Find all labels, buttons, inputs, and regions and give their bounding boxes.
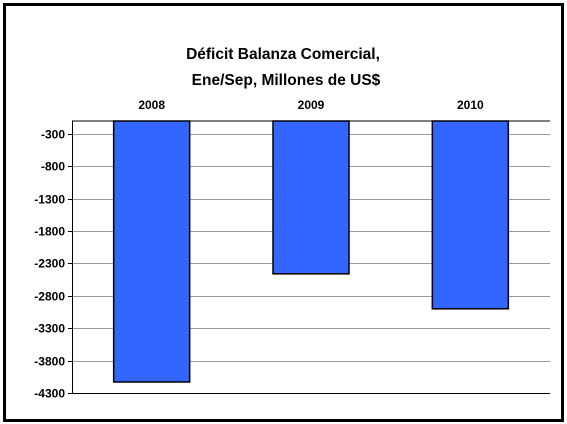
chart-title-line-1: Déficit Balanza Comercial,: [186, 46, 380, 63]
bar-2010: [431, 120, 510, 310]
y-tick-label: -2300: [34, 257, 65, 271]
y-tick-label: -800: [41, 160, 65, 174]
y-tick-label: -1300: [34, 193, 65, 207]
y-axis: [68, 120, 550, 394]
y-tick-label: -300: [41, 128, 65, 142]
bar-2008: [112, 120, 191, 383]
chart-title-line-2: Ene/Sep, Millones de US$: [192, 72, 381, 89]
y-tick-label: -3300: [34, 322, 65, 336]
bars: [112, 120, 510, 383]
bar-2009: [272, 120, 350, 275]
category-label-2010: 2010: [457, 98, 484, 112]
y-tick-label: -2800: [34, 290, 65, 304]
category-label-2009: 2009: [298, 98, 325, 112]
category-label-2008: 2008: [138, 98, 165, 112]
chart-frame: Déficit Balanza Comercial, Ene/Sep, Mill…: [3, 3, 564, 422]
category-labels: 2008 2009 2010: [138, 98, 484, 112]
y-tick-label: -4300: [34, 387, 65, 401]
y-tick-label: -3800: [34, 355, 65, 369]
y-tick-labels: -300 -800 -1300 -1800 -2300 -2800 -3300 -3800 -4…: [34, 128, 65, 401]
y-tick-label: -1800: [34, 225, 65, 239]
chart-svg: Déficit Balanza Comercial, Ene/Sep, Mill…: [34, 46, 550, 401]
